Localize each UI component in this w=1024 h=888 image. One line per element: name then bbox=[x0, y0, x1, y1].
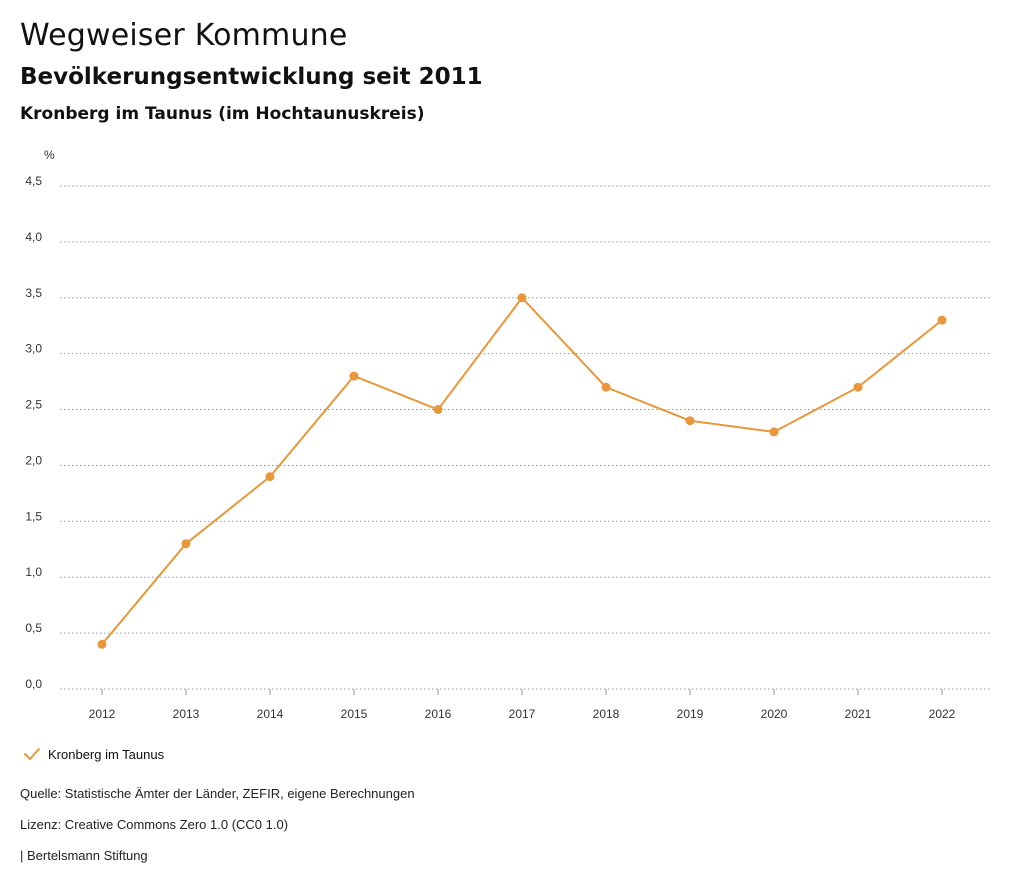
grid-lines bbox=[60, 185, 990, 690]
x-tick-label: 2021 bbox=[845, 707, 872, 721]
data-point[interactable] bbox=[937, 315, 947, 325]
y-tick-label: 4,5 bbox=[25, 174, 42, 188]
check-icon bbox=[24, 748, 40, 760]
line-chart: 0,00,51,01,52,02,53,03,54,04,5 2012 2013 2… bbox=[25, 148, 990, 721]
legend-item-kronberg[interactable]: Kronberg im Taunus bbox=[22, 744, 164, 764]
data-point[interactable] bbox=[769, 427, 779, 437]
y-tick-label: 0,5 bbox=[25, 621, 42, 635]
data-point[interactable] bbox=[433, 405, 443, 415]
y-tick-label: 0,0 bbox=[25, 677, 42, 691]
y-tick-label: 1,5 bbox=[25, 509, 42, 523]
license-note: Lizenz: Creative Commons Zero 1.0 (CC0 1… bbox=[20, 817, 289, 832]
data-point[interactable] bbox=[685, 416, 695, 426]
legend-label: Kronberg im Taunus bbox=[48, 746, 165, 762]
y-tick-label: 2,0 bbox=[25, 453, 42, 467]
series-line bbox=[101, 296, 943, 645]
data-point[interactable] bbox=[601, 382, 611, 392]
y-tick-label: 3,0 bbox=[25, 342, 42, 356]
y-tick-label: 1,0 bbox=[25, 565, 42, 579]
publisher-note: | Bertelsmann Stiftung bbox=[20, 848, 148, 863]
region-title: Kronberg im Taunus (im Hochtaunuskreis) bbox=[20, 104, 425, 124]
x-tick-label: 2015 bbox=[341, 707, 368, 721]
x-tick-label: 2018 bbox=[593, 707, 620, 721]
x-tick-label: 2019 bbox=[677, 707, 704, 721]
y-axis-label: % bbox=[44, 148, 55, 162]
data-point[interactable] bbox=[349, 371, 359, 381]
x-tick-label: 2014 bbox=[257, 707, 284, 721]
y-axis-ticks: 0,0 0,5 1,0 1,5 2,0 2,5 3,0 3,5 4,0 4,5 bbox=[25, 174, 42, 691]
data-point[interactable] bbox=[265, 472, 275, 482]
x-tick-label: 2022 bbox=[929, 707, 956, 721]
data-point[interactable] bbox=[97, 639, 107, 649]
data-point[interactable] bbox=[853, 382, 863, 392]
page-title: Wegweiser Kommune bbox=[20, 18, 348, 53]
x-tick-label: 2017 bbox=[509, 707, 536, 721]
series-layer bbox=[97, 293, 947, 649]
data-point[interactable] bbox=[181, 539, 191, 549]
y-tick-label: 3,5 bbox=[25, 286, 42, 300]
x-tick-label: 2013 bbox=[173, 707, 200, 721]
y-tick-label: 4,0 bbox=[25, 230, 42, 244]
chart-subtitle: Bevölkerungsentwicklung seit 2011 bbox=[20, 64, 483, 90]
y-tick-label: 2,5 bbox=[25, 398, 42, 412]
data-point[interactable] bbox=[517, 293, 527, 303]
x-axis-ticks: 2012 2013 2014 2015 2016 2017 2018 2019 2020 2021… bbox=[89, 689, 956, 721]
x-tick-label: 2020 bbox=[761, 707, 788, 721]
source-note: Quelle: Statistische Ämter der Länder, Z… bbox=[20, 786, 415, 801]
x-tick-label: 2016 bbox=[425, 707, 452, 721]
x-tick-label: 2012 bbox=[89, 707, 116, 721]
